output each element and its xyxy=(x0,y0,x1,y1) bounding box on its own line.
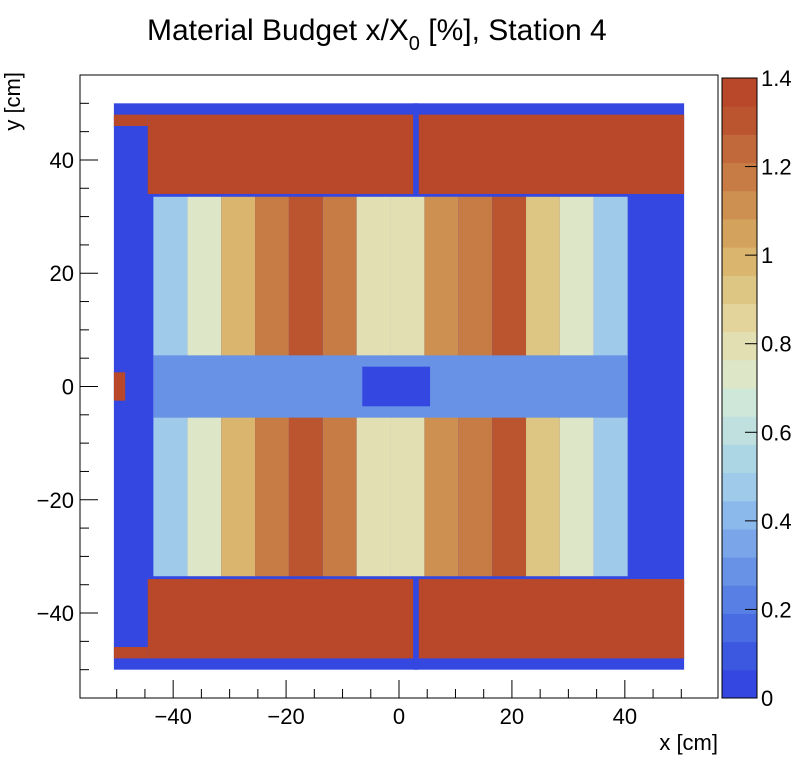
colorbar-band xyxy=(722,641,757,671)
colorbar-band xyxy=(722,613,757,643)
heatmap-region-4 xyxy=(113,647,148,659)
colorbar-tick-label: 0 xyxy=(761,686,773,711)
colorbar-band xyxy=(722,78,757,107)
heatmap-region-23 xyxy=(362,366,431,407)
chart-title-subscript: 0 xyxy=(409,33,420,55)
colorbar-tick-label: 0.4 xyxy=(761,509,792,534)
x-tick-label: 40 xyxy=(613,704,637,729)
axes: −40 −20 0 20 40 −40 −20 0 20 40 xyxy=(37,74,719,729)
x-tick-label: −40 xyxy=(154,704,191,729)
heatmap-region-7 xyxy=(413,579,419,670)
colorbar-band xyxy=(722,444,757,474)
colorbar-frame xyxy=(721,77,758,699)
colorbar-band xyxy=(722,557,757,586)
color-scale: 0 0.2 0.4 0.6 0.8 1 1.2 1.4 xyxy=(721,66,792,711)
colorbar-band xyxy=(722,416,757,445)
y-tick-label: −20 xyxy=(37,488,74,513)
y-tick-label: 40 xyxy=(50,148,74,173)
heatmap-region-6 xyxy=(413,103,419,194)
chart-title-rest: [%], Station 4 xyxy=(420,14,607,47)
colorbar-band xyxy=(722,669,757,699)
colorbar-tick-label: 1 xyxy=(761,243,773,268)
colorbar-band xyxy=(722,331,757,361)
colorbar-band xyxy=(722,500,757,530)
chart-title-main: Material Budget x/X xyxy=(147,14,409,47)
colorbar-tick-label: 1.4 xyxy=(761,66,792,91)
y-tick-label: 20 xyxy=(50,261,74,286)
colorbar-band xyxy=(722,247,757,276)
colorbar-band xyxy=(722,275,757,304)
colorbar-band xyxy=(722,472,757,502)
colorbar-band xyxy=(722,303,757,333)
colorbar-band xyxy=(722,134,757,164)
x-tick-label: −20 xyxy=(267,704,304,729)
colorbar-band xyxy=(722,218,757,248)
heatmap-region-5 xyxy=(113,372,126,401)
colorbar-band xyxy=(722,190,757,220)
colorbar-tick-label: 0.6 xyxy=(761,420,792,445)
colorbar-band xyxy=(722,106,757,135)
y-axis-label: y [cm] xyxy=(0,72,25,131)
colorbar-band xyxy=(722,388,757,417)
colorbar-tick-label: 0.8 xyxy=(761,332,792,357)
colorbar-tick-label: 0.2 xyxy=(761,597,792,622)
x-tick-label: 0 xyxy=(393,704,405,729)
x-tick-label: 20 xyxy=(500,704,524,729)
colorbar-band xyxy=(722,359,757,389)
x-axis-label: x [cm] xyxy=(659,730,718,755)
colorbar-band xyxy=(722,162,757,192)
plot-area xyxy=(113,103,685,670)
colorbar-band xyxy=(722,528,757,558)
heatmap-region-3 xyxy=(113,114,148,126)
y-tick-label: −40 xyxy=(37,601,74,626)
y-tick-label: 0 xyxy=(62,375,74,400)
chart-title: Material Budget x/X0 [%], Station 4 xyxy=(147,14,607,55)
colorbar-tick-label: 1.2 xyxy=(761,155,792,180)
